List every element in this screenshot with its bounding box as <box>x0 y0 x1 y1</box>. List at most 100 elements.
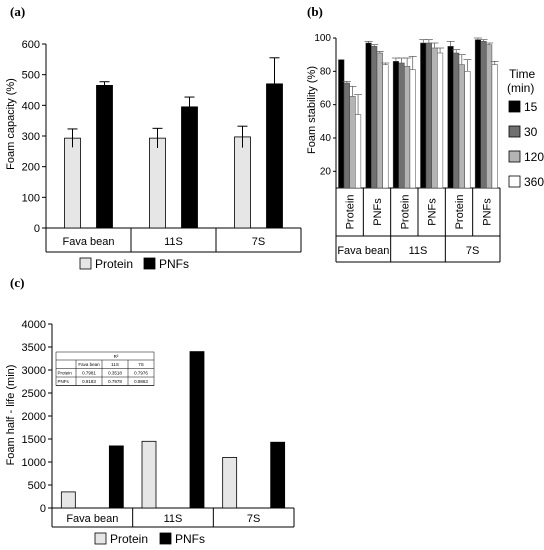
chart-c-legend-label: PNFs <box>175 532 205 546</box>
chart-c-y-tick-label: 500 <box>28 480 46 492</box>
chart-b-bar <box>453 52 460 189</box>
chart-a-axes: 0 100 200 300 400 500 600 <box>22 39 302 253</box>
chart-c-bar <box>60 491 76 509</box>
chart-c-bar <box>270 441 286 509</box>
chart-c-table-cell: 0.7976 <box>134 371 148 376</box>
chart-b-bar <box>474 39 481 189</box>
chart-b-bar <box>371 46 378 189</box>
chart-c-category-labels: Fava bean 11S 7S <box>66 513 260 525</box>
chart-c-category-label: Fava bean <box>66 513 118 525</box>
chart-b-bar <box>355 114 362 189</box>
chart-a-bar <box>149 137 166 229</box>
chart-b-bar <box>458 64 465 189</box>
chart-a-bar <box>234 136 251 229</box>
chart-c-table-col-header: Fava bean <box>78 362 100 367</box>
chart-a-category-label: 11S <box>164 236 183 248</box>
chart-b-bar <box>392 61 399 189</box>
chart-a-legend: Protein PNFs <box>79 257 189 271</box>
chart-b-y-tick-label: 80 <box>320 66 332 77</box>
chart-c-y-tick-label: 2000 <box>22 411 46 423</box>
chart-b-axes: 20 40 60 80 100 <box>314 33 501 263</box>
chart-b-y-tick-label: 100 <box>314 33 331 44</box>
chart-b-group-label: 11S <box>409 245 428 257</box>
chart-c-table-cell: 0.9183 <box>82 379 96 384</box>
panel-label-a: (a) <box>10 4 25 19</box>
chart-c-legend-swatch <box>159 532 172 545</box>
chart-b-bar <box>464 71 471 189</box>
chart-b-bar <box>409 69 416 189</box>
chart-b-bar <box>480 41 487 189</box>
chart-a-y-tick-label: 500 <box>22 70 40 82</box>
chart-b-bar <box>486 44 493 189</box>
chart-c-ylabel: Foam half - life (min) <box>5 365 17 466</box>
chart-a-category-label: Fava bean <box>63 236 115 248</box>
chart-b-subcategory-label: PNFs <box>481 198 493 226</box>
chart-b-subcategory-label: PNFs <box>372 198 384 226</box>
chart-b-bar <box>349 96 356 189</box>
chart-b-bar <box>425 42 432 189</box>
chart-b-bar <box>420 42 427 189</box>
chart-b-y-tick-label: 60 <box>320 100 332 111</box>
chart-c-y-tick-label: 1500 <box>22 434 46 446</box>
chart-b-bar <box>398 62 405 189</box>
chart-a-y-tick-label: 0 <box>34 223 40 235</box>
chart-b-group-label: Fava bean <box>337 245 389 257</box>
chart-b-error-bars <box>342 37 499 115</box>
chart-b-subcategory-label: PNFs <box>427 198 439 226</box>
chart-a-bar <box>64 137 81 229</box>
chart-a-legend-label: Protein <box>95 257 133 271</box>
chart-b-bars <box>338 39 498 189</box>
chart-b-subcategory-label: Protein <box>399 195 411 230</box>
chart-c-table-cell: 0.7981 <box>82 371 96 376</box>
chart-b-legend-swatch <box>508 125 521 138</box>
chart-b-group-label: 7S <box>466 245 479 257</box>
chart-c-table-cell: 0.7978 <box>108 379 122 384</box>
chart-b-bar <box>491 64 498 189</box>
chart-a-y-tick-label: 200 <box>22 162 40 174</box>
chart-b-legend-swatch <box>508 175 521 188</box>
chart-a-y-tick-label: 100 <box>22 192 40 204</box>
chart-c-bars <box>60 351 286 509</box>
chart-c-bar <box>222 456 238 509</box>
panel-label-b: (b) <box>307 4 323 19</box>
chart-b-legend-swatch <box>508 150 521 163</box>
chart-c-table-cell: Protein <box>58 371 73 376</box>
chart-b-bar <box>343 82 350 189</box>
chart-b-legend-label: 15 <box>524 100 538 114</box>
chart-b-legend-title-line2: (min) <box>507 81 534 95</box>
chart-a-y-tick-label: 400 <box>22 100 40 112</box>
chart-c-table-col-header: 11S <box>111 362 119 367</box>
chart-c-r2-table: R² Fava bean 11S 7S Protein 0.7981 0.3518 0.797… <box>55 351 155 386</box>
chart-b-category-labels: Protein PNFs Protein PNFs Protein PNFs Fava be… <box>337 195 493 257</box>
chart-c-y-tick-label: 0 <box>40 503 46 515</box>
chart-b-bar <box>382 64 389 189</box>
chart-c-table-cell: 0.9863 <box>134 379 148 384</box>
chart-b-y-tick-label: 20 <box>320 166 332 177</box>
chart-b-bar <box>431 47 438 189</box>
chart-b-legend-label: 30 <box>524 125 538 139</box>
chart-a-category-label: 7S <box>252 236 265 248</box>
chart-b-legend-label: 120 <box>524 150 544 164</box>
chart-c-table-col-header: 7S <box>138 362 144 367</box>
chart-b-legend-label: 360 <box>524 175 544 189</box>
chart-a-ylabel: Foam capacity (%) <box>5 78 17 170</box>
chart-b-bar <box>437 52 444 189</box>
chart-a-y-tick-label: 600 <box>22 39 40 51</box>
chart-c-category-label: 11S <box>164 513 183 525</box>
chart-b-legend-swatch <box>508 100 521 113</box>
chart-a-legend-swatch <box>79 257 92 270</box>
panel-label-c: (c) <box>10 275 24 290</box>
chart-b-ylabel: Foam stability (%) <box>306 66 318 154</box>
chart-a-legend-swatch <box>143 257 156 270</box>
chart-b-subcategory-label: Protein <box>345 195 357 230</box>
chart-a-bars <box>64 83 283 229</box>
chart-c-table-cell: PNFs <box>58 379 70 384</box>
chart-a-bar <box>96 85 113 229</box>
chart-a-error-bars <box>67 57 280 148</box>
chart-c-bar <box>189 351 205 509</box>
chart-b-y-tick-label: 40 <box>320 133 332 144</box>
chart-a-y-tick-label: 300 <box>22 131 40 143</box>
chart-c-table-header: R² <box>114 354 119 359</box>
chart-c-y-tick-label: 4000 <box>22 319 46 331</box>
